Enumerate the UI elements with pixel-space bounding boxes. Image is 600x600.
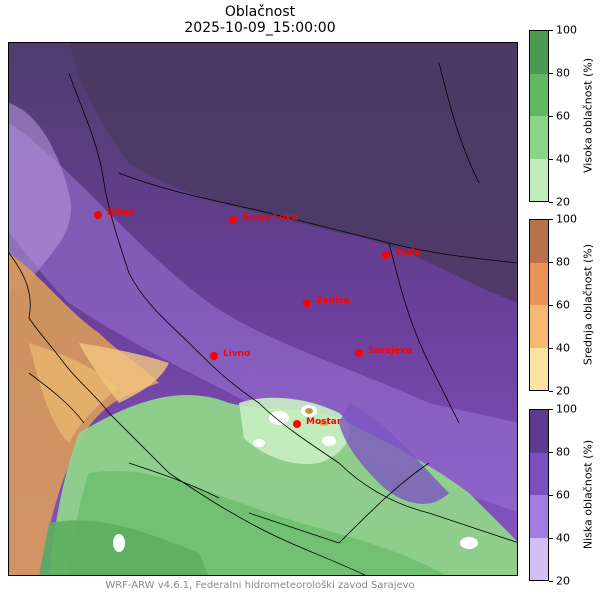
city-label: Sarajevo xyxy=(368,346,413,356)
colorbar-tick: 60 xyxy=(556,298,570,312)
colorbar-tick: 20 xyxy=(556,195,570,209)
city-marker-sarajevo xyxy=(355,349,363,357)
colorbar-3 xyxy=(529,409,549,581)
colorbar-tick: 80 xyxy=(556,255,570,269)
colorbar-label: Visoka oblačnost (%) xyxy=(581,57,595,174)
city-label: Tuzla xyxy=(395,248,421,258)
city-marker-banja-luka xyxy=(229,216,237,224)
colorbar-tick: 20 xyxy=(556,384,570,398)
city-label: Livno xyxy=(223,349,251,359)
map-datetime: 2025-10-09_15:00:00 xyxy=(184,20,336,36)
colorbar-tick: 80 xyxy=(556,66,570,80)
city-label: Zenica xyxy=(316,296,350,306)
colorbar-tick: 100 xyxy=(556,23,577,37)
city-label: Bihać xyxy=(107,208,135,218)
colorbar-tick: 40 xyxy=(556,341,570,355)
colorbar-tick: 20 xyxy=(556,574,570,588)
city-marker-zenica xyxy=(303,299,311,307)
colorbar-1 xyxy=(529,30,549,202)
city-label: Mostar xyxy=(306,417,342,427)
map-canvas xyxy=(9,43,517,575)
colorbar-label: Srednja oblačnost (%) xyxy=(581,243,595,366)
cloud-cover-map: Bihać Banja Luka Tuzla Zenica Sarajevo Livno M… xyxy=(8,42,518,576)
colorbar-tick: 40 xyxy=(556,531,570,545)
colorbar-tick: 80 xyxy=(556,445,570,459)
colorbar-tick: 40 xyxy=(556,152,570,166)
colorbar-tick: 100 xyxy=(556,212,577,226)
map-title: Oblačnost xyxy=(224,4,296,20)
colorbar-tick: 60 xyxy=(556,109,570,123)
city-marker-biha- xyxy=(94,211,102,219)
city-marker-tuzla xyxy=(382,251,390,259)
city-label: Banja Luka xyxy=(242,213,298,223)
city-marker-mostar xyxy=(293,420,301,428)
city-marker-livno xyxy=(210,352,218,360)
colorbar-tick: 60 xyxy=(556,488,570,502)
colorbar-label: Niska oblačnost (%) xyxy=(581,439,595,550)
borders xyxy=(9,62,517,575)
model-credit: WRF-ARW v4.6.1, Federalni hidrometeorolo… xyxy=(105,580,415,591)
colorbar-2 xyxy=(529,219,549,391)
colorbar-tick: 100 xyxy=(556,402,577,416)
